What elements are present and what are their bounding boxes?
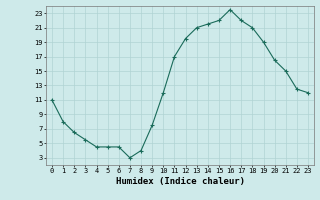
X-axis label: Humidex (Indice chaleur): Humidex (Indice chaleur) [116, 177, 244, 186]
